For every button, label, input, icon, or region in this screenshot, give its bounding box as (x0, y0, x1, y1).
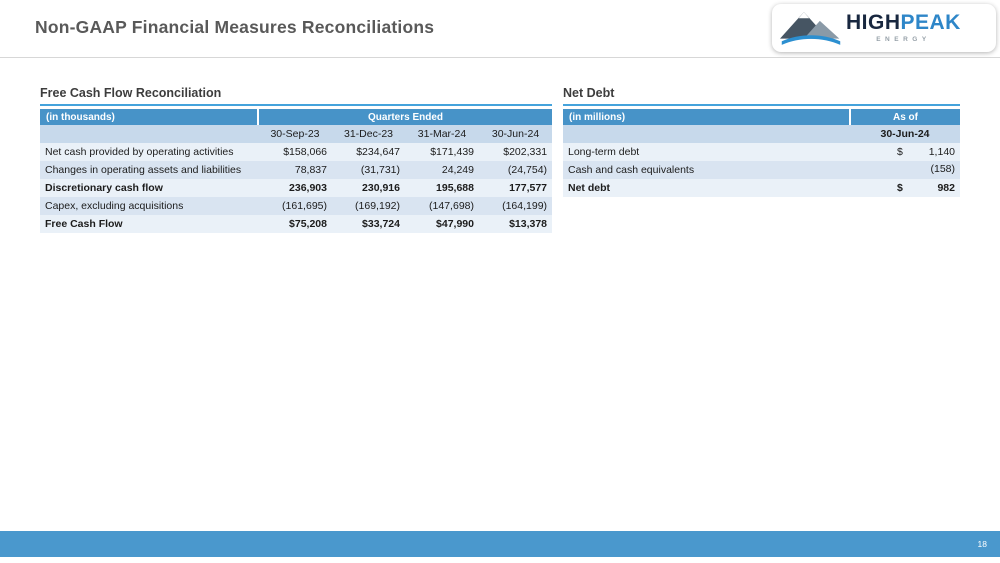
row-value: $982 (850, 179, 960, 197)
row-value: $33,724 (332, 215, 405, 233)
row-label: Net debt (563, 179, 850, 197)
header-divider (0, 57, 1000, 58)
table-row: Capex, excluding acquisitions (161,695) … (40, 197, 553, 215)
row-value: (24,754) (479, 161, 553, 179)
logo-wordmark: HIGHPEAK ENERGY (846, 12, 961, 44)
column-header: 30-Sep-23 (258, 125, 332, 143)
table-row: Net cash provided by operating activitie… (40, 143, 553, 161)
row-value: $171,439 (405, 143, 479, 161)
row-value: 24,249 (405, 161, 479, 179)
unit-label: (in millions) (563, 109, 850, 125)
group-header: As of (849, 109, 960, 125)
row-value: (161,695) (258, 197, 332, 215)
slide-title: Non-GAAP Financial Measures Reconciliati… (35, 17, 435, 37)
column-header: 30-Jun-24 (850, 125, 960, 143)
row-label: Long-term debt (563, 143, 850, 161)
row-value: $75,208 (258, 215, 332, 233)
row-value: 78,837 (258, 161, 332, 179)
table-row: Changes in operating assets and liabilit… (40, 161, 553, 179)
row-value: $13,378 (479, 215, 553, 233)
section-net-debt: Net Debt (in millions) As of 30-Jun-24 L… (563, 86, 960, 197)
unit-label: (in thousands) (40, 109, 258, 125)
table-row: Discretionary cash flow 236,903 230,916 … (40, 179, 553, 197)
row-value: 195,688 (405, 179, 479, 197)
row-value: $202,331 (479, 143, 553, 161)
section-title-free-cash-flow: Free Cash Flow Reconciliation (40, 86, 552, 106)
table-header-row: (in thousands) Quarters Ended (40, 109, 553, 125)
row-value: 177,577 (479, 179, 553, 197)
logo-text-high: HIGH (846, 11, 901, 35)
table-row: Cash and cash equivalents (158) (563, 161, 960, 179)
row-label: Free Cash Flow (40, 215, 258, 233)
empty-cell (563, 125, 850, 143)
row-value: (158) (850, 161, 960, 179)
row-value: $234,647 (332, 143, 405, 161)
row-value: 230,916 (332, 179, 405, 197)
amount: (158) (930, 162, 955, 175)
company-logo: HIGHPEAK ENERGY (772, 4, 996, 52)
amount: 1,140 (928, 146, 955, 158)
section-title-net-debt: Net Debt (563, 86, 960, 106)
row-value: $1,140 (850, 143, 960, 161)
currency-symbol: $ (897, 182, 903, 194)
footer-bar: 18 (0, 531, 1000, 557)
row-value: (147,698) (405, 197, 479, 215)
row-value: $47,990 (405, 215, 479, 233)
row-value: 236,903 (258, 179, 332, 197)
logo-text-peak: PEAK (900, 11, 961, 35)
currency-symbol: $ (897, 146, 903, 158)
table-row: Free Cash Flow $75,208 $33,724 $47,990 $… (40, 215, 553, 233)
logo-text-energy: ENERGY (876, 36, 931, 44)
table-header-row: (in millions) As of (563, 109, 960, 125)
table-row: Net debt $982 (563, 179, 960, 197)
column-header-row: 30-Jun-24 (563, 125, 960, 143)
row-value: (169,192) (332, 197, 405, 215)
row-label: Capex, excluding acquisitions (40, 197, 258, 215)
row-label: Cash and cash equivalents (563, 161, 850, 179)
row-label: Changes in operating assets and liabilit… (40, 161, 258, 179)
row-value: (164,199) (479, 197, 553, 215)
free-cash-flow-table: (in thousands) Quarters Ended 30-Sep-23 … (40, 109, 553, 233)
section-free-cash-flow: Free Cash Flow Reconciliation (in thousa… (40, 86, 553, 233)
amount: 982 (937, 182, 955, 194)
row-label: Discretionary cash flow (40, 179, 258, 197)
column-header-row: 30-Sep-23 31-Dec-23 31-Mar-24 30-Jun-24 (40, 125, 553, 143)
table-row: Long-term debt $1,140 (563, 143, 960, 161)
net-debt-table: (in millions) As of 30-Jun-24 Long-term … (563, 109, 960, 197)
row-value: (31,731) (332, 161, 405, 179)
mountain-icon (780, 12, 841, 45)
group-header: Quarters Ended (256, 109, 553, 125)
column-header: 30-Jun-24 (479, 125, 553, 143)
column-header: 31-Dec-23 (332, 125, 405, 143)
row-label: Net cash provided by operating activitie… (40, 143, 258, 161)
row-value: $158,066 (258, 143, 332, 161)
page-number: 18 (977, 539, 987, 549)
column-header: 31-Mar-24 (405, 125, 479, 143)
empty-cell (40, 125, 258, 143)
